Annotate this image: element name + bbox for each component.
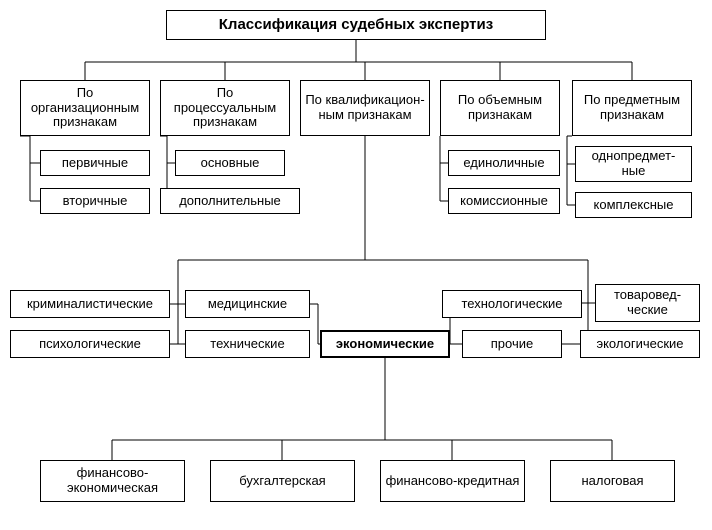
node-c1b: вторичные: [40, 188, 150, 214]
node-q_left3: медицинские: [185, 290, 310, 318]
node-q_right3: товаровед-ческие: [595, 284, 700, 322]
node-q_right1: технологические: [442, 290, 582, 318]
node-e2: бухгалтерская: [210, 460, 355, 502]
diagram-canvas: Классификация судебных экспертиз По орган…: [0, 0, 712, 530]
node-q_left2: психологические: [10, 330, 170, 358]
node-c2a: основные: [175, 150, 285, 176]
node-q_right2: прочие: [462, 330, 562, 358]
node-c4b: комиссионные: [448, 188, 560, 214]
node-c1a: первичные: [40, 150, 150, 176]
node-cat5: По предметным признакам: [572, 80, 692, 136]
node-cat4: По объемным признакам: [440, 80, 560, 136]
node-cat3: По квалификацион-ным признакам: [300, 80, 430, 136]
node-e4: налоговая: [550, 460, 675, 502]
node-q_econ: экономические: [320, 330, 450, 358]
node-c5a: однопредмет-ные: [575, 146, 692, 182]
node-e3: финансово-кредитная: [380, 460, 525, 502]
node-c5b: комплексные: [575, 192, 692, 218]
node-e1: финансово-экономическая: [40, 460, 185, 502]
node-q_left4: технические: [185, 330, 310, 358]
node-q_left1: криминалистические: [10, 290, 170, 318]
node-c2b: дополнительные: [160, 188, 300, 214]
node-root: Классификация судебных экспертиз: [166, 10, 546, 40]
node-cat2: По процессуальным признакам: [160, 80, 290, 136]
node-q_right4: экологические: [580, 330, 700, 358]
node-c4a: единоличные: [448, 150, 560, 176]
node-cat1: По организационным признакам: [20, 80, 150, 136]
